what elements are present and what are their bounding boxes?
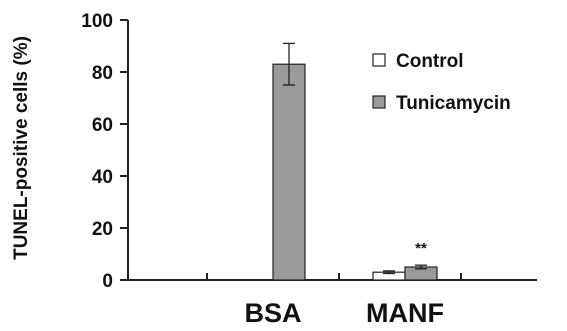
y-tick-label: 60 (92, 115, 113, 136)
y-axis-label: TUNEL-positive cells (%) (11, 36, 32, 260)
error-bars (283, 42, 427, 275)
category-label: MANF (366, 298, 444, 328)
bars (272, 63, 438, 281)
legend-swatch (372, 95, 386, 109)
significance-marker: ** (415, 240, 427, 257)
y-tick-label: 40 (92, 167, 113, 188)
y-tick-label: 100 (81, 11, 113, 32)
y-ticks: 0 20 40 60 80 100 (81, 11, 128, 292)
y-tick-label: 80 (92, 63, 113, 84)
bar (272, 63, 306, 281)
x-ticks (206, 273, 462, 280)
category-label: BSA (244, 298, 301, 328)
y-tick-label: 20 (92, 219, 113, 240)
y-tick-label: 0 (102, 271, 113, 292)
legend-label: Control (396, 51, 464, 72)
annotations: ** (415, 240, 427, 257)
legend: Control Tunicamycin (372, 51, 511, 114)
legend-swatch (372, 53, 386, 67)
category-labels: BSA MANF (244, 298, 444, 328)
legend-label: Tunicamycin (396, 93, 511, 114)
